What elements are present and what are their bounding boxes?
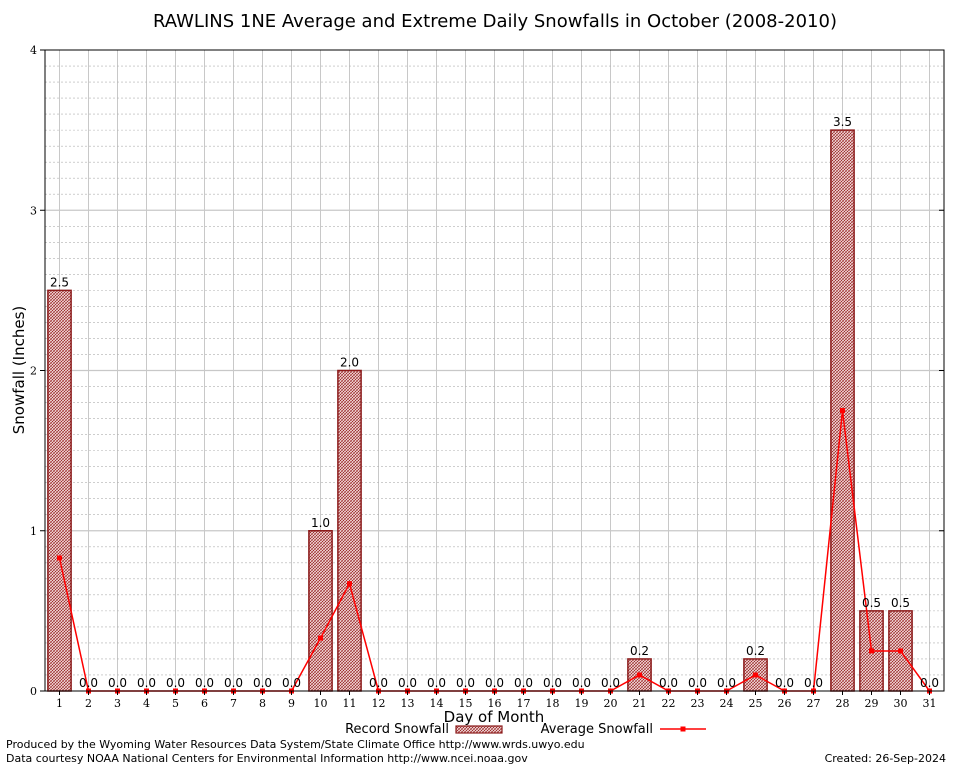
x-tick-label: 20 xyxy=(604,697,618,710)
bar-value-label: 0.0 xyxy=(601,676,620,690)
x-tick-label: 14 xyxy=(430,697,444,710)
bar-value-label: 3.5 xyxy=(833,115,852,129)
x-tick-label: 15 xyxy=(459,697,473,710)
y-tick-label: 2 xyxy=(30,365,37,378)
x-tick-label: 13 xyxy=(401,697,415,710)
bar-value-label: 0.5 xyxy=(862,596,881,610)
y-tick-labels: 0 1 2 3 4 xyxy=(30,44,944,698)
bar-value-label: 0.0 xyxy=(282,676,301,690)
bar-value-label: 0.0 xyxy=(253,676,272,690)
bar-value-label: 0.0 xyxy=(775,676,794,690)
legend: Record Snowfall Average Snowfall xyxy=(345,722,706,737)
x-tick-label: 9 xyxy=(288,697,295,710)
record-bar-day-1 xyxy=(47,289,72,692)
legend-swatch-record xyxy=(455,725,503,734)
bar-value-label: 0.0 xyxy=(137,676,156,690)
x-tick-label: 19 xyxy=(575,697,589,710)
bar-value-label: 0.0 xyxy=(659,676,678,690)
x-tick-label: 21 xyxy=(633,697,647,710)
x-tick-labels: 1 2 3 4 5 6 7 8 9 10 11 12 13 14 15 16 17 18 19 20 21 22 23 24 2… xyxy=(56,691,937,710)
bar-value-label: 0.0 xyxy=(166,676,185,690)
grid-lines xyxy=(45,50,944,691)
x-tick-label: 18 xyxy=(546,697,560,710)
bar-value-label: 0.5 xyxy=(891,596,910,610)
footer-produced-by: Produced by the Wyoming Water Resources … xyxy=(6,738,585,751)
bar-value-label: 0.0 xyxy=(79,676,98,690)
average-point-day-30 xyxy=(898,648,903,654)
x-tick-label: 5 xyxy=(172,697,179,710)
y-tick-label: 3 xyxy=(30,204,37,217)
x-axis-label: Day of Month xyxy=(444,708,545,726)
bar-value-label: 0.0 xyxy=(108,676,127,690)
average-point-day-1 xyxy=(57,555,62,561)
bar-value-label: 0.0 xyxy=(514,676,533,690)
bar-value-label: 0.0 xyxy=(920,676,939,690)
x-tick-label: 3 xyxy=(114,697,121,710)
average-point-day-25 xyxy=(753,672,758,678)
y-tick-label: 1 xyxy=(30,525,37,538)
average-point-day-10 xyxy=(318,635,323,641)
legend-label-record: Record Snowfall xyxy=(345,722,449,737)
record-bar-day-10 xyxy=(308,530,333,692)
bar-value-label: 0.0 xyxy=(224,676,243,690)
legend-marker-average xyxy=(680,726,686,732)
record-bar-day-11 xyxy=(337,369,362,692)
footer-created: Created: 26-Sep-2024 xyxy=(824,752,946,765)
x-tick-label: 17 xyxy=(517,697,531,710)
bar-value-label: 0.0 xyxy=(485,676,504,690)
bar-value-label: 0.0 xyxy=(195,676,214,690)
bar-value-label: 2.5 xyxy=(50,275,69,289)
bar-value-label: 0.0 xyxy=(572,676,591,690)
bar-value-label: 1.0 xyxy=(311,516,330,530)
x-tick-label: 24 xyxy=(720,697,734,710)
x-tick-label: 11 xyxy=(343,697,357,710)
x-tick-label: 22 xyxy=(662,697,676,710)
bar-value-labels: 2.5 0.0 0.0 0.0 0.0 0.0 0.0 0.0 0.0 1.0 2.0 0.0 0.0 0… xyxy=(50,115,939,690)
x-tick-label: 31 xyxy=(923,697,937,710)
x-tick-label: 16 xyxy=(488,697,502,710)
average-point-day-28 xyxy=(840,408,845,414)
x-tick-label: 2 xyxy=(85,697,92,710)
x-tick-label: 30 xyxy=(894,697,908,710)
record-snowfall-bars xyxy=(47,129,913,692)
average-point-day-29 xyxy=(869,648,874,654)
average-point-day-11 xyxy=(347,581,352,587)
legend-label-average: Average Snowfall xyxy=(541,722,653,737)
average-point-day-21 xyxy=(637,672,642,678)
chart-title: RAWLINS 1NE Average and Extreme Daily Sn… xyxy=(153,11,837,32)
bar-value-label: 0.0 xyxy=(427,676,446,690)
bar-value-label: 2.0 xyxy=(340,356,359,370)
x-tick-label: 7 xyxy=(230,697,237,710)
x-tick-label: 28 xyxy=(836,697,850,710)
x-tick-label: 4 xyxy=(143,697,150,710)
x-tick-label: 8 xyxy=(259,697,266,710)
y-tick-label: 4 xyxy=(30,44,37,57)
x-tick-label: 10 xyxy=(314,697,328,710)
x-tick-label: 26 xyxy=(778,697,792,710)
bar-value-label: 0.0 xyxy=(543,676,562,690)
x-tick-label: 27 xyxy=(807,697,821,710)
bar-value-label: 0.0 xyxy=(456,676,475,690)
footer-data-courtesy: Data courtesy NOAA National Centers for … xyxy=(6,752,528,765)
bar-value-label: 0.0 xyxy=(369,676,388,690)
y-tick-label: 0 xyxy=(30,685,37,698)
bar-value-label: 0.0 xyxy=(688,676,707,690)
bar-value-label: 0.2 xyxy=(746,644,765,658)
bar-value-label: 0.0 xyxy=(717,676,736,690)
x-tick-label: 29 xyxy=(865,697,879,710)
bar-value-label: 0.0 xyxy=(804,676,823,690)
x-tick-label: 6 xyxy=(201,697,208,710)
x-tick-label: 12 xyxy=(372,697,386,710)
x-tick-label: 23 xyxy=(691,697,705,710)
y-axis-label: Snowfall (Inches) xyxy=(10,306,28,434)
bar-value-label: 0.0 xyxy=(398,676,417,690)
bar-value-label: 0.2 xyxy=(630,644,649,658)
x-tick-label: 1 xyxy=(56,697,63,710)
x-tick-label: 25 xyxy=(749,697,763,710)
